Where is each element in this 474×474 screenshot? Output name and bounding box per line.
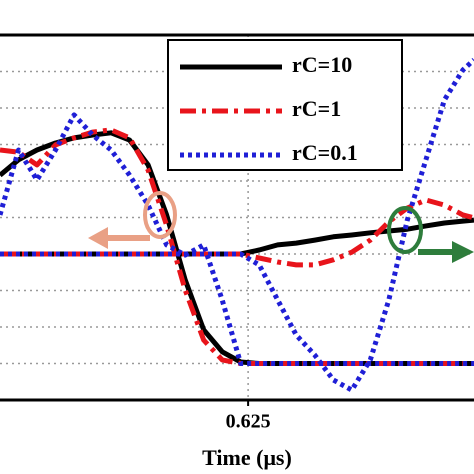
x-tick-label: 0.625 [226, 411, 271, 433]
legend: rC=10 rC=1 rC=0.1 [180, 52, 358, 165]
marker-circle [143, 191, 177, 239]
legend-label: rC=1 [292, 96, 341, 121]
legend-label: rC=10 [292, 52, 352, 77]
x-axis-label: Time (μs) [202, 445, 292, 470]
series-line [0, 57, 474, 393]
series-line [0, 197, 474, 268]
series-line [0, 112, 474, 366]
arrow-head [88, 227, 108, 249]
arrow-head [452, 241, 474, 263]
legend-box [167, 39, 403, 171]
lines [0, 57, 474, 393]
marker-circle [387, 206, 423, 254]
legend-label: rC=0.1 [292, 140, 358, 165]
